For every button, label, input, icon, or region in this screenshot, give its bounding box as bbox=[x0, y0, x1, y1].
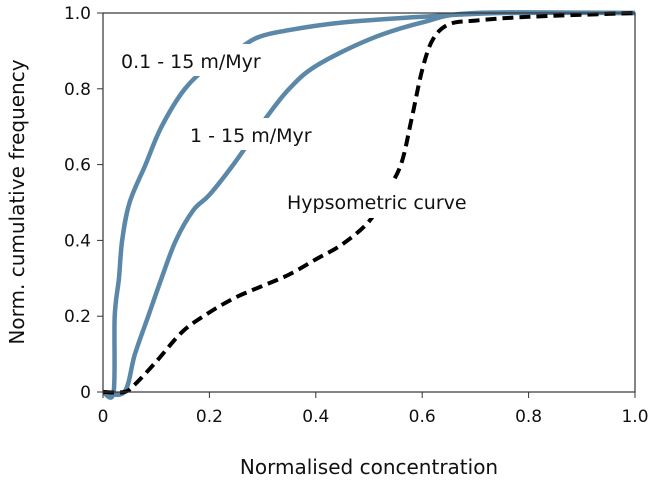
series-line-0 bbox=[101, 10, 636, 400]
x-tick-label: 0.8 bbox=[515, 407, 542, 427]
ticks: 0 0.2 0.4 0.6 0.8 1.0 0 0.2 0.4 0.6 0.8 1.0 bbox=[64, 4, 649, 427]
y-tick-label: 0.8 bbox=[64, 80, 91, 100]
y-axis-label: Norm. cumulative frequency bbox=[5, 59, 29, 344]
label-mask-3 bbox=[284, 182, 494, 218]
x-tick-label: 0 bbox=[98, 407, 109, 427]
x-tick-label: 0.6 bbox=[409, 407, 436, 427]
label-mask-1 bbox=[118, 44, 278, 76]
annotation-0: 0.1 - 15 m/Myr bbox=[121, 51, 261, 73]
series-line-2 bbox=[102, 11, 636, 395]
x-axis-label: Normalised concentration bbox=[240, 455, 498, 479]
annotation-1: 1 - 15 m/Myr bbox=[190, 125, 312, 147]
plot-frame bbox=[102, 12, 636, 393]
x-tick-label: 0.4 bbox=[302, 407, 329, 427]
y-tick-label: 0.4 bbox=[64, 231, 91, 251]
x-tick-label: 0.2 bbox=[196, 407, 223, 427]
y-tick-label: 0.6 bbox=[64, 156, 91, 176]
series-line-1 bbox=[102, 10, 636, 398]
label-mask-2 bbox=[186, 118, 318, 150]
series-layer bbox=[101, 10, 636, 400]
annotation-2: Hypsometric curve bbox=[287, 192, 467, 214]
x-tick-label: 1.0 bbox=[621, 407, 648, 427]
y-tick-label: 0.2 bbox=[64, 307, 91, 327]
y-tick-label: 1.0 bbox=[64, 4, 91, 24]
y-tick-label: 0 bbox=[80, 383, 91, 403]
